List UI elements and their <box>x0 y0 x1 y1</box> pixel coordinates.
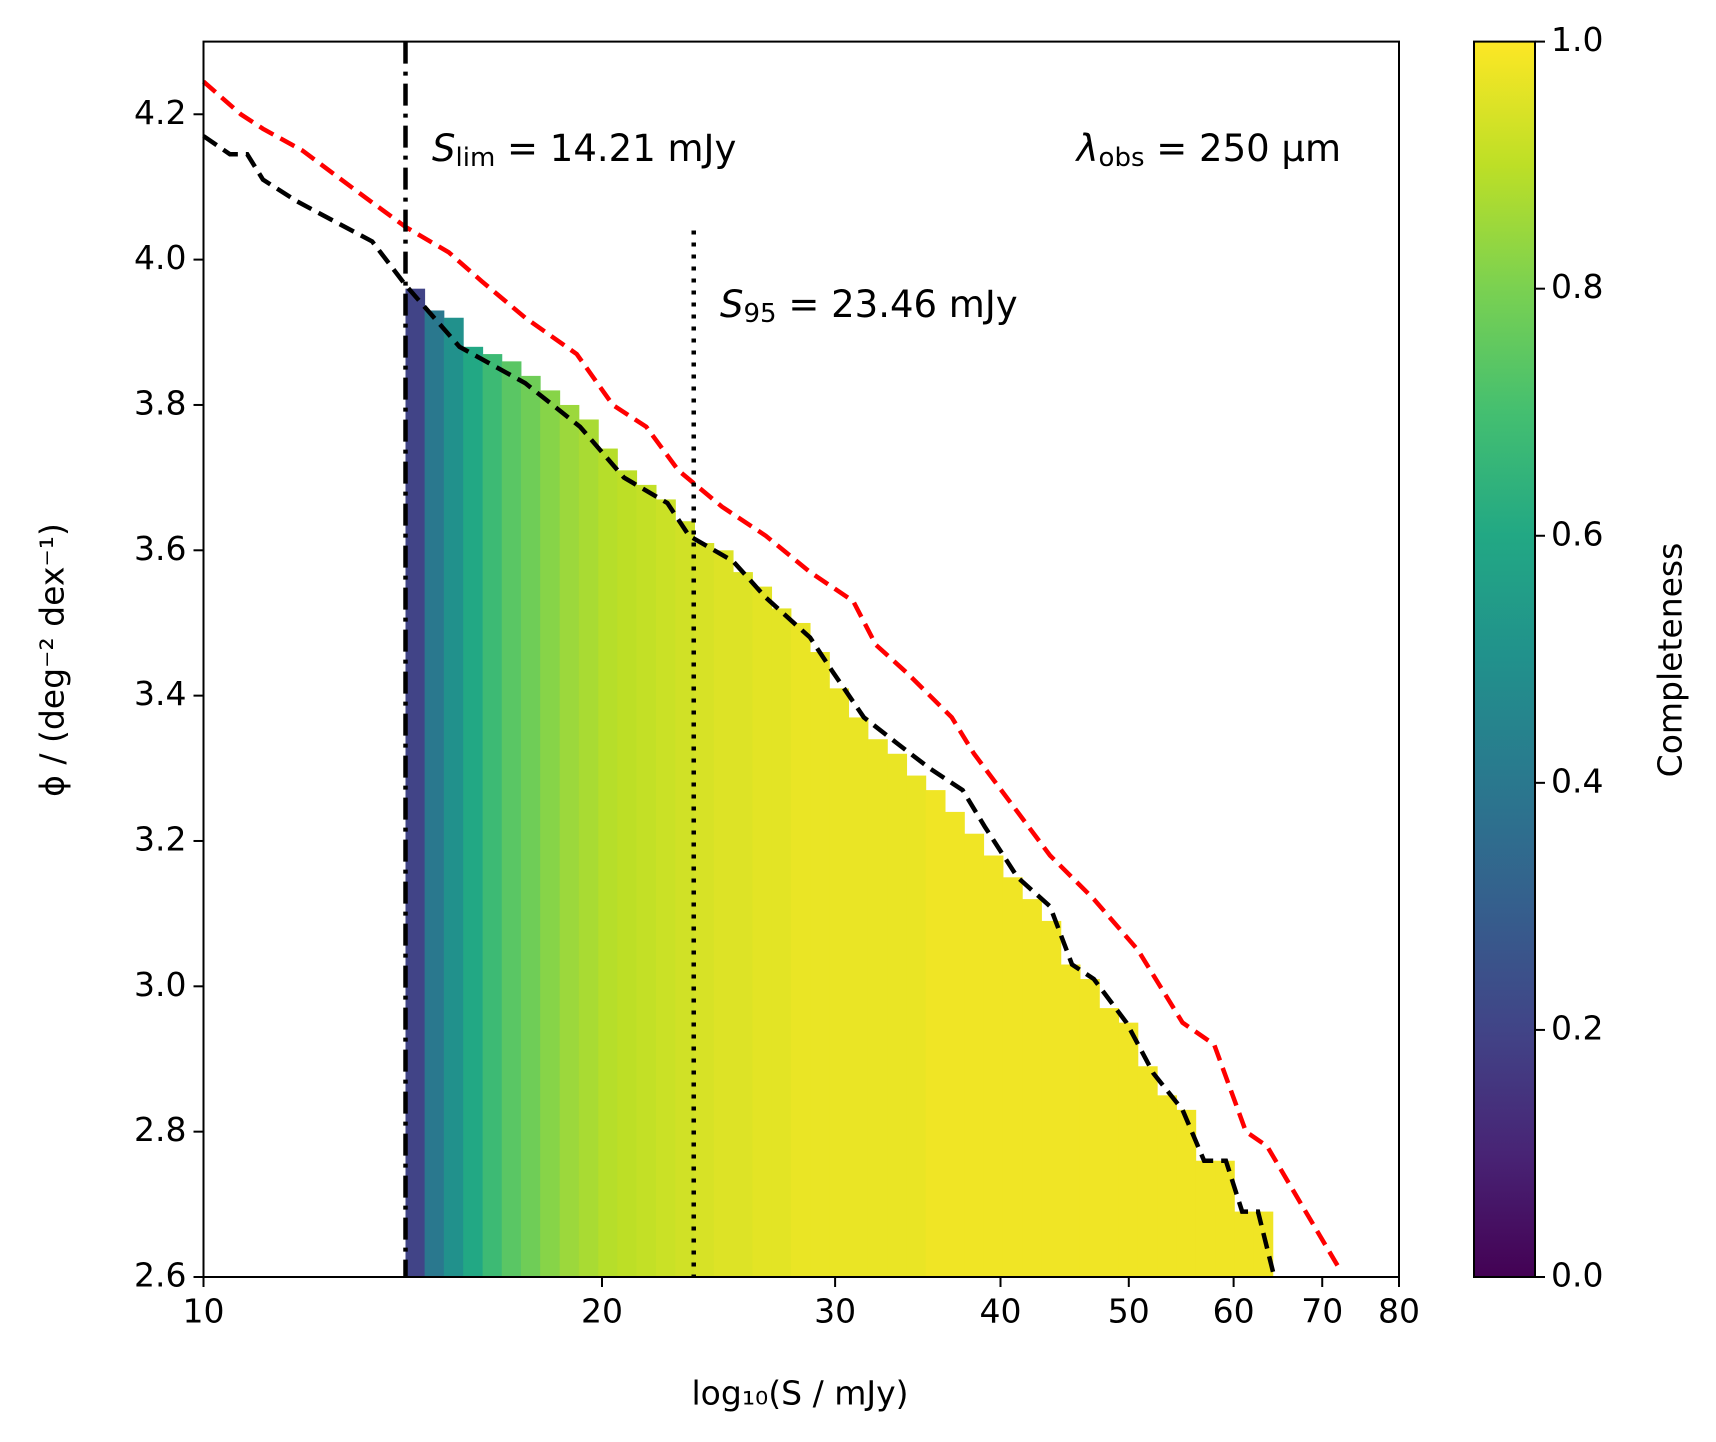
bar <box>1022 899 1042 1277</box>
bar <box>578 419 599 1277</box>
bar <box>713 550 734 1277</box>
y-tick-label: 3.0 <box>134 965 186 1004</box>
x-tick-label: 50 <box>1108 1292 1150 1331</box>
annotation-symbol: S <box>720 283 744 326</box>
line <box>202 134 1277 1278</box>
x-tick-label: 30 <box>814 1292 856 1331</box>
annotation-text: = 14.21 mJy <box>495 127 736 170</box>
bar <box>1099 1008 1120 1277</box>
annotation-symbol: S <box>432 127 456 170</box>
bar <box>501 361 522 1277</box>
colorbar-label: Completeness <box>1651 543 1690 778</box>
y-tick-label: 3.4 <box>134 674 186 713</box>
x-tick-label: 60 <box>1213 1292 1255 1331</box>
bar <box>1157 1095 1177 1277</box>
y-tick-label: 4.0 <box>134 238 186 277</box>
y-tick-label: 2.8 <box>134 1110 186 1149</box>
y-axis-label: ϕ / (deg⁻² dex⁻¹) <box>33 523 72 797</box>
colorbar-tick-label: 0.4 <box>1551 761 1603 800</box>
colorbar-tick-label: 0.6 <box>1551 514 1603 553</box>
bar <box>964 833 985 1277</box>
bar <box>540 390 561 1277</box>
bar <box>887 753 908 1277</box>
bar <box>1215 1160 1235 1277</box>
annotation-text: = 250 μm <box>1145 127 1342 170</box>
bar <box>424 310 445 1277</box>
x-tick-label: 20 <box>581 1292 623 1331</box>
x-tick-label: 80 <box>1378 1292 1420 1331</box>
bar <box>1137 1066 1158 1277</box>
bar <box>848 717 869 1277</box>
bar <box>925 790 946 1277</box>
bar <box>598 448 618 1277</box>
bar <box>906 775 927 1277</box>
x-tick-label: 40 <box>980 1292 1022 1331</box>
y-tick-label: 3.8 <box>134 383 186 422</box>
bar <box>1041 920 1062 1277</box>
bar <box>1002 877 1023 1277</box>
annotation: Slim = 14.21 mJy <box>432 127 736 173</box>
bar <box>694 543 715 1277</box>
bar <box>1118 1022 1139 1277</box>
annotation: S95 = 23.46 mJy <box>720 283 1018 329</box>
bar <box>482 354 503 1278</box>
bar <box>443 317 464 1277</box>
x-tick-label: 10 <box>183 1292 225 1331</box>
y-tick-label: 3.2 <box>134 819 186 858</box>
y-tick-label: 2.6 <box>134 1256 186 1295</box>
y-tick-label: 4.2 <box>134 93 186 132</box>
bar <box>752 586 773 1277</box>
annotation-subscript: 95 <box>744 299 777 329</box>
colorbar-tick-label: 0.0 <box>1551 1256 1603 1295</box>
bar <box>405 288 426 1277</box>
bar <box>810 652 830 1277</box>
bar <box>771 608 792 1277</box>
bar <box>1195 1160 1216 1277</box>
bar <box>1176 1109 1197 1277</box>
bar <box>1060 964 1081 1277</box>
x-axis-label: log₁₀(S / mJy) <box>692 1374 909 1413</box>
bar <box>559 404 580 1277</box>
axes-frame <box>202 40 1400 1279</box>
bar <box>733 572 753 1277</box>
plot-area: 10 20 30 40 50 60 70 80 2.6 2.8 3.0 3.2 3.4 3.6 3.8 4.0… <box>134 20 1603 1330</box>
annotation: λobs = 250 μm <box>1075 127 1341 173</box>
bar <box>790 622 811 1277</box>
bar <box>829 688 850 1277</box>
bar <box>867 739 888 1277</box>
annotation-symbol: λ <box>1075 127 1099 170</box>
annotation-subscript: lim <box>456 143 496 173</box>
annotation-subscript: obs <box>1099 143 1145 173</box>
bar <box>1079 979 1100 1277</box>
bar <box>520 375 541 1277</box>
bar <box>983 855 1004 1277</box>
x-tick-label: 70 <box>1301 1292 1343 1331</box>
colorbar-tick-label: 0.8 <box>1551 267 1603 306</box>
bar <box>675 521 695 1277</box>
bar <box>1234 1211 1254 1277</box>
y-tick-label: 3.6 <box>134 529 186 568</box>
annotation-text: = 23.46 mJy <box>777 283 1018 326</box>
bar <box>617 470 638 1278</box>
bar <box>463 346 484 1277</box>
bar <box>656 499 676 1278</box>
colorbar-tick-label: 0.2 <box>1551 1008 1603 1047</box>
bar <box>945 811 965 1277</box>
bar <box>636 484 657 1277</box>
colorbar-tick-label: 1.0 <box>1551 20 1603 59</box>
colorbar <box>1473 40 1536 1279</box>
